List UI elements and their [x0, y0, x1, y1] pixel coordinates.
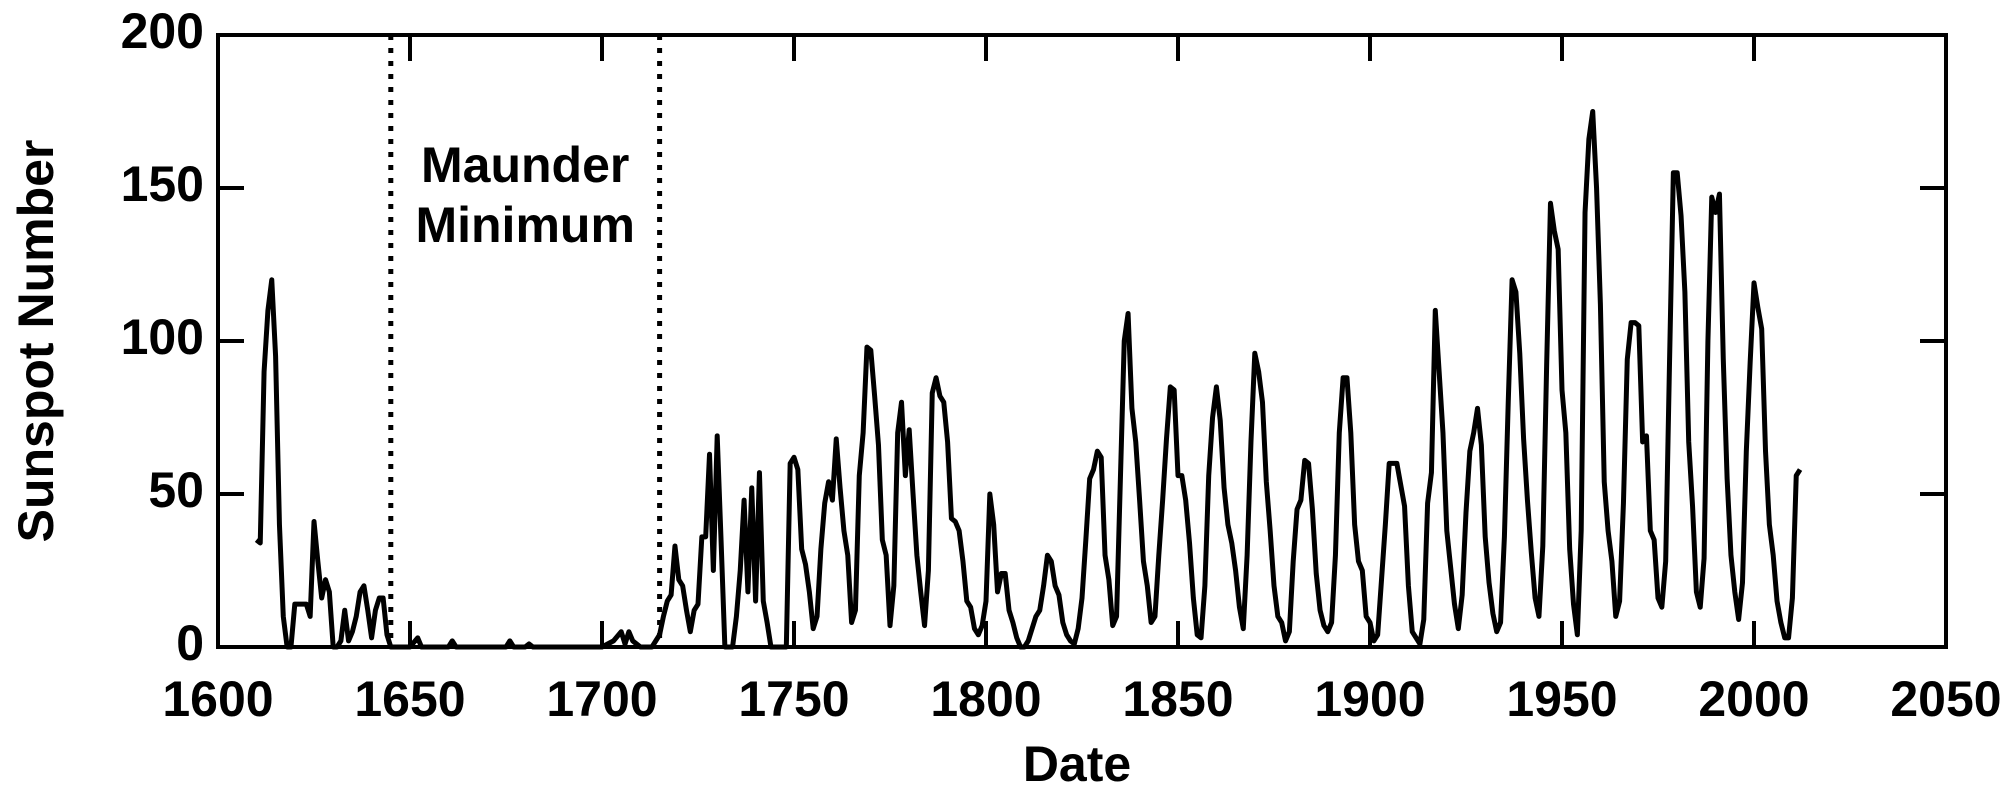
- x-tick-label: 1700: [546, 671, 657, 727]
- x-tick-label: 1850: [1122, 671, 1233, 727]
- y-tick-label: 50: [148, 462, 204, 518]
- x-axis-label: Date: [1023, 736, 1131, 792]
- y-axis-label: Sunspot Number: [8, 140, 64, 543]
- x-tick-label: 1650: [354, 671, 465, 727]
- x-tick-label: 2050: [1890, 671, 2001, 727]
- y-tick-label: 200: [121, 3, 204, 59]
- x-tick-label: 1800: [930, 671, 1041, 727]
- x-tick-label: 1950: [1506, 671, 1617, 727]
- x-tick-label: 1750: [738, 671, 849, 727]
- annotation-text: Minimum: [415, 197, 634, 253]
- x-tick-label: 1600: [162, 671, 273, 727]
- x-tick-label: 2000: [1698, 671, 1809, 727]
- annotation-text: Maunder: [421, 137, 629, 193]
- y-tick-label: 150: [121, 156, 204, 212]
- plot-frame: [216, 33, 1948, 649]
- y-tick-label: 0: [176, 615, 204, 671]
- y-tick-label: 100: [121, 309, 204, 365]
- x-tick-label: 1900: [1314, 671, 1425, 727]
- data-line: [254, 109, 1803, 650]
